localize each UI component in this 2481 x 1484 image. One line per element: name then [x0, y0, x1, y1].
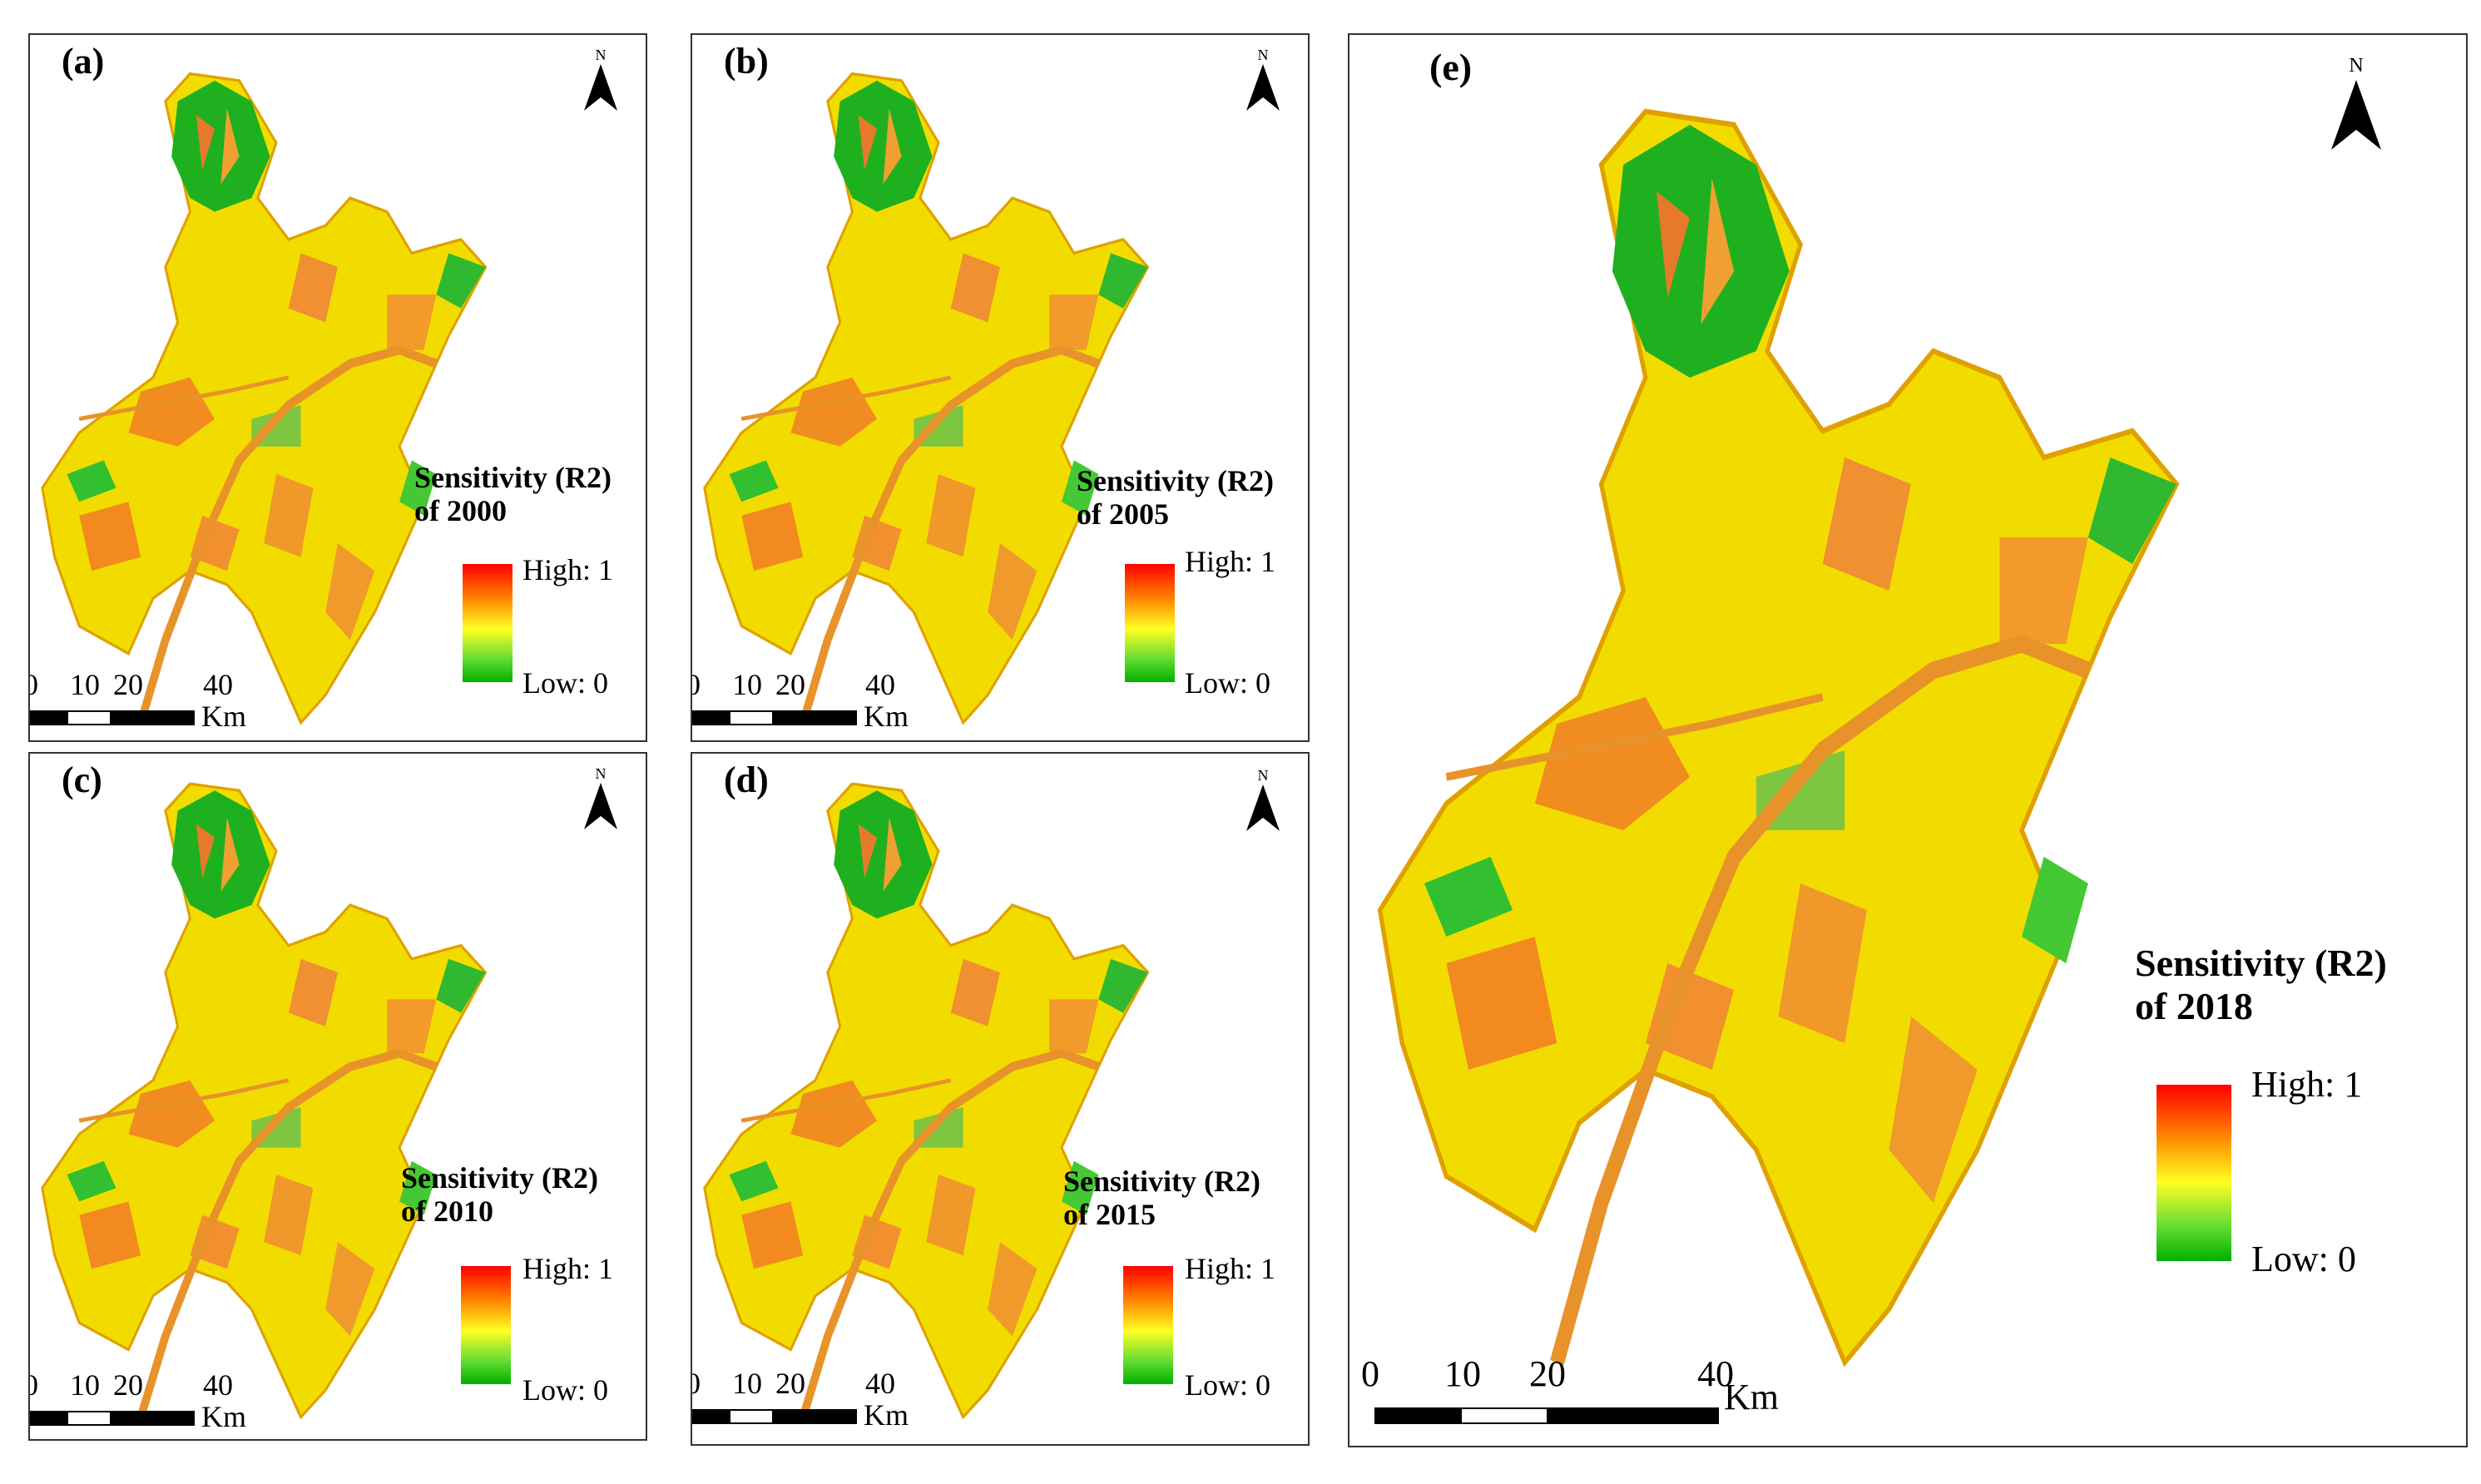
scale-tick-40: 40 — [865, 1367, 895, 1400]
north-label: N — [595, 765, 607, 782]
north-arrow-icon: N — [584, 765, 617, 834]
legend-title: Sensitivity (R2) of 2000 — [414, 461, 612, 528]
scale-unit: Km — [864, 1398, 909, 1432]
legend-title: Sensitivity (R2) of 2015 — [1063, 1165, 1260, 1232]
scale-tick-0: 0 — [692, 1366, 701, 1401]
legend-title-line2: of 2000 — [414, 494, 507, 528]
map-panel-b: (b) N Sensitivity (R2) of 2005 High: 1 L… — [691, 33, 1310, 742]
north-label: N — [1257, 767, 1269, 784]
legend-title: Sensitivity (R2) of 2010 — [401, 1161, 598, 1229]
north-arrow-icon: N — [1246, 767, 1280, 835]
legend-title-line1: Sensitivity (R2) — [1077, 464, 1274, 497]
scale-tick-40: 40 — [865, 668, 895, 701]
scale-tick-20: 20 — [775, 1367, 805, 1400]
scale-tick-40: 40 — [1697, 1353, 1734, 1394]
north-label: N — [595, 47, 607, 63]
map-panel-a: (a) N Sensitivity (R2) of 2000 High: 1 L… — [28, 33, 647, 742]
scale-tick-20: 20 — [1529, 1353, 1566, 1394]
legend-high-label: High: 1 — [522, 1252, 614, 1285]
map-panel-c: (c) N Sensitivity (R2) of 2010 High: 1 L… — [28, 752, 647, 1441]
legend-title-line2: of 2018 — [2135, 984, 2253, 1027]
legend-low-label: Low: 0 — [1185, 666, 1270, 700]
panel-label: (d) — [724, 759, 769, 800]
legend-high-label: High: 1 — [522, 553, 614, 586]
legend-high-label: High: 1 — [1185, 545, 1276, 578]
legend-high-label: High: 1 — [2251, 1064, 2363, 1105]
legend-title-line1: Sensitivity (R2) — [401, 1161, 598, 1195]
legend-low-label: Low: 0 — [1185, 1368, 1270, 1402]
legend-title-line1: Sensitivity (R2) — [2135, 942, 2387, 984]
scale-tick-20: 20 — [113, 668, 143, 701]
legend-title-line1: Sensitivity (R2) — [414, 461, 612, 494]
sensitivity-map — [1358, 85, 2464, 1416]
legend-title-line2: of 2010 — [401, 1195, 493, 1229]
panel-label: (e) — [1429, 46, 1473, 88]
legend-color-bar — [1125, 564, 1175, 682]
map-panel-d: (d) N Sensitivity (R2) of 2015 High: 1 L… — [691, 752, 1310, 1446]
north-arrow-icon: N — [584, 47, 617, 115]
scale-tick-0: 0 — [692, 667, 701, 702]
scale-tick-10: 10 — [70, 668, 100, 701]
legend-title: Sensitivity (R2) of 2005 — [1077, 464, 1274, 532]
legend-title: Sensitivity (R2) of 2018 — [2135, 942, 2387, 1027]
scale-bar — [30, 1411, 195, 1426]
panel-label: (a) — [62, 41, 105, 82]
panel-label: (b) — [724, 41, 769, 82]
scale-unit: Km — [1724, 1377, 1779, 1417]
legend-title-line2: of 2005 — [1077, 497, 1169, 532]
scale-tick-40: 40 — [203, 1368, 233, 1402]
north-label: N — [2349, 55, 2364, 77]
scale-tick-20: 20 — [775, 668, 805, 701]
north-arrow-icon: N — [1246, 47, 1280, 115]
scale-tick-10: 10 — [1444, 1353, 1481, 1394]
legend-color-bar — [2157, 1085, 2231, 1261]
scale-bar — [692, 1409, 857, 1424]
sensitivity-map — [692, 60, 1308, 742]
scale-unit: Km — [201, 1400, 246, 1433]
panel-label: (c) — [62, 759, 102, 800]
legend-low-label: Low: 0 — [522, 666, 608, 700]
scale-bar — [1374, 1407, 1719, 1424]
sensitivity-map — [692, 770, 1308, 1444]
scale-bar — [30, 710, 195, 725]
scale-tick-10: 10 — [732, 668, 762, 701]
legend-color-bar — [463, 564, 513, 682]
legend-low-label: Low: 0 — [522, 1373, 608, 1407]
legend-low-label: Low: 0 — [2251, 1239, 2356, 1279]
scale-tick-0: 0 — [30, 667, 38, 702]
north-label: N — [1257, 47, 1269, 63]
sensitivity-map — [30, 770, 646, 1441]
scale-bar — [692, 710, 857, 725]
scale-tick-10: 10 — [732, 1367, 762, 1400]
scale-tick-10: 10 — [70, 1368, 100, 1402]
scale-tick-40: 40 — [203, 668, 233, 701]
scale-tick-20: 20 — [113, 1368, 143, 1402]
sensitivity-map — [30, 60, 646, 742]
scale-unit: Km — [864, 700, 909, 733]
legend-color-bar — [1123, 1266, 1173, 1384]
scale-tick-0: 0 — [30, 1368, 38, 1402]
legend-color-bar — [461, 1266, 511, 1384]
scale-unit: Km — [201, 700, 246, 733]
legend-title-line1: Sensitivity (R2) — [1063, 1165, 1260, 1198]
legend-high-label: High: 1 — [1185, 1252, 1276, 1285]
legend-title-line2: of 2015 — [1063, 1198, 1156, 1232]
north-arrow-icon: N — [2331, 55, 2381, 156]
scale-tick-0: 0 — [1361, 1353, 1379, 1394]
map-panel-e: (e) N Sensitivity (R2) of 2018 High: 1 L… — [1348, 33, 2468, 1447]
